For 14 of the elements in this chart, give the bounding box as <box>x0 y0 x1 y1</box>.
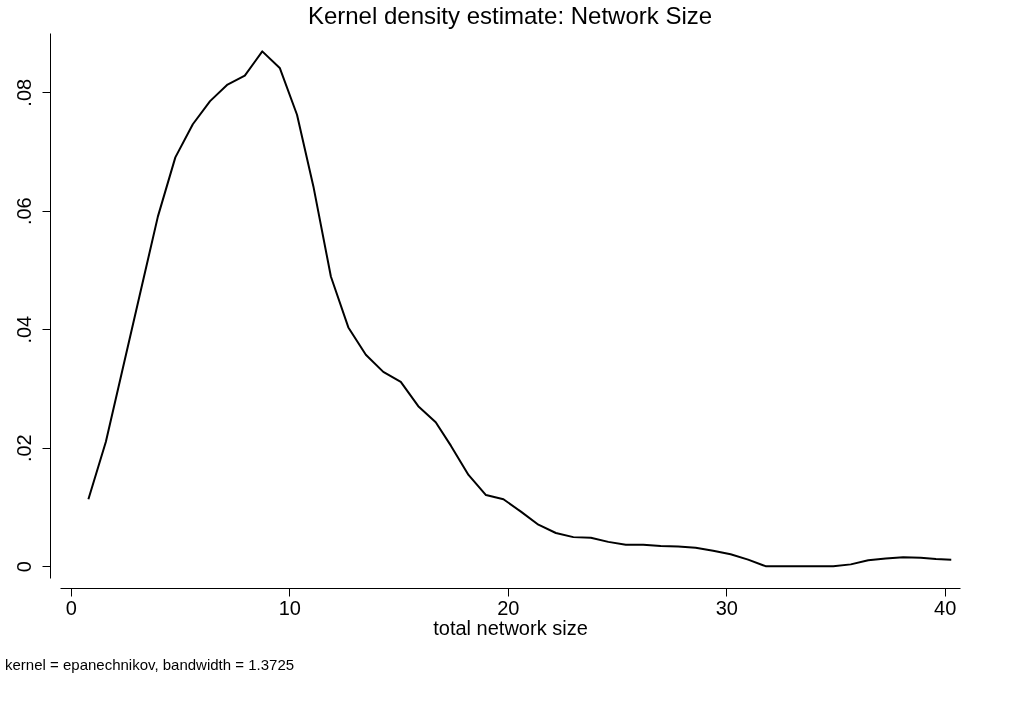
text: kernel = epanechnikov, bandwidth = 1.3725 <box>5 656 295 673</box>
x-tick-label: 30 <box>715 596 738 619</box>
x-axis-title: total network size <box>433 616 588 639</box>
y-tick-label: 0 <box>12 561 35 573</box>
chart-title: Kernel density estimate: Network Size <box>307 2 713 29</box>
x-tick-label: 10 <box>278 596 301 619</box>
x-tick-label: 20 <box>497 596 520 619</box>
x-tick-label: 40 <box>934 596 957 619</box>
y-tick-label: .06 <box>12 197 35 226</box>
line-series <box>87 50 953 568</box>
y-tick-label: .08 <box>12 78 35 107</box>
y-tick-label: .04 <box>12 315 35 344</box>
x-tick-label: 0 <box>65 596 77 619</box>
y-tick-label: .02 <box>12 434 35 463</box>
